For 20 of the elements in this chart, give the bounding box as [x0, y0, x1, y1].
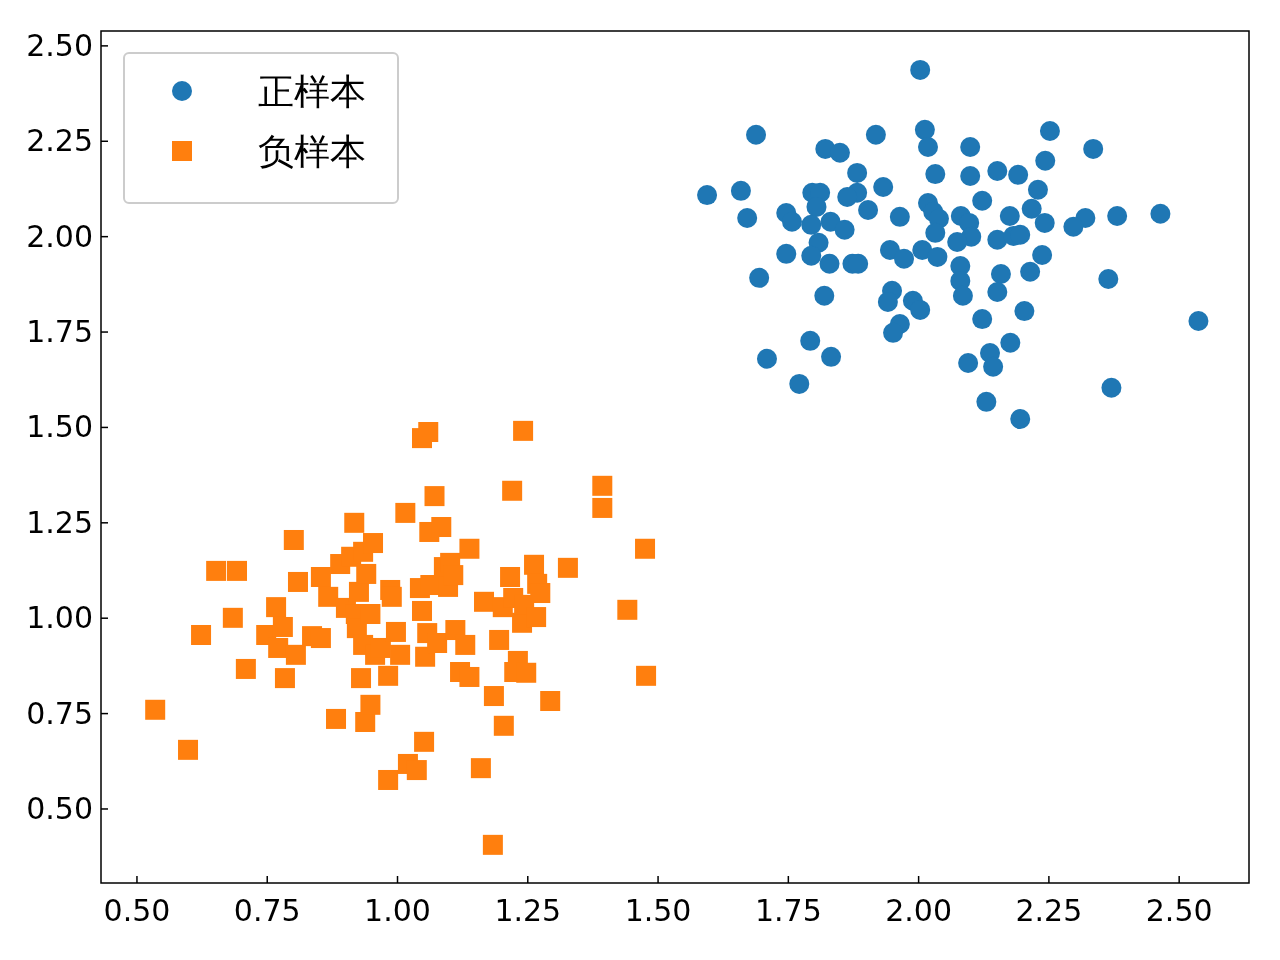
y-tick-label: 1.75 — [26, 314, 93, 350]
x-tick-label: 1.75 — [754, 893, 822, 928]
y-tick-label: 2.00 — [26, 218, 93, 254]
x-tick-label: 1.00 — [364, 893, 431, 928]
legend-label: 正样本 — [258, 71, 366, 112]
y-tick-label: 2.25 — [26, 123, 93, 159]
x-tick-label: 2.50 — [1145, 893, 1213, 928]
x-tick-label: 1.25 — [494, 893, 562, 928]
x-tick-label: 1.50 — [624, 893, 692, 928]
y-tick-label: 1.00 — [26, 600, 93, 636]
x-tick-label: 0.50 — [103, 893, 171, 928]
x-tick-label: 2.00 — [885, 893, 953, 928]
x-tick-label: 2.25 — [1015, 893, 1083, 928]
y-tick-label: 0.50 — [26, 790, 93, 826]
y-tick-label: 1.25 — [26, 504, 93, 540]
y-tick-label: 1.50 — [26, 409, 93, 445]
x-tick-label: 0.75 — [233, 893, 301, 928]
y-tick-label: 0.75 — [26, 695, 93, 731]
y-tick-label: 2.50 — [26, 27, 93, 63]
legend-label: 负样本 — [258, 131, 366, 172]
